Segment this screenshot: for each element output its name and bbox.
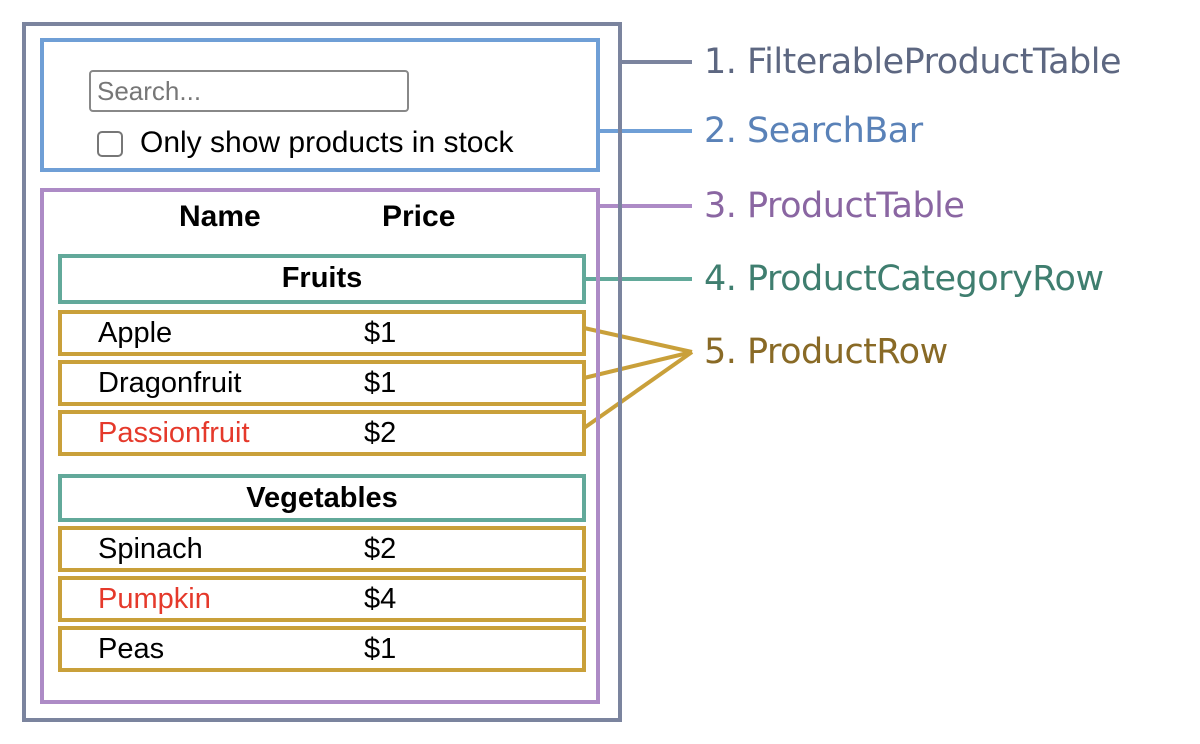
filterable-product-table-box bbox=[22, 22, 622, 722]
connector-product-row-3 bbox=[582, 350, 694, 430]
product-price: $2 bbox=[364, 417, 397, 449]
product-price: $2 bbox=[364, 533, 397, 565]
label-product-table: 3. ProductTable bbox=[704, 186, 965, 226]
product-row: Peas $1 bbox=[58, 626, 586, 672]
column-header-name: Name bbox=[179, 200, 261, 233]
product-name: Spinach bbox=[98, 533, 203, 565]
product-name: Peas bbox=[98, 633, 165, 665]
in-stock-checkbox-label[interactable]: Only show products in stock bbox=[140, 126, 514, 159]
product-row: Pumpkin $4 bbox=[58, 576, 586, 622]
product-name: Pumpkin bbox=[98, 583, 211, 615]
label-product-category-row: 4. ProductCategoryRow bbox=[704, 259, 1104, 299]
product-price: $1 bbox=[364, 367, 397, 399]
search-input[interactable] bbox=[89, 70, 409, 112]
product-row: Passionfruit $2 bbox=[58, 410, 586, 456]
connector-product-row-2 bbox=[583, 350, 693, 380]
column-header-price: Price bbox=[382, 200, 456, 233]
label-product-row: 5. ProductRow bbox=[704, 332, 948, 372]
product-name: Apple bbox=[98, 317, 173, 349]
product-price: $4 bbox=[364, 583, 397, 615]
connector-product-row-1 bbox=[583, 326, 693, 354]
in-stock-checkbox[interactable] bbox=[97, 131, 123, 157]
product-category-row: Vegetables bbox=[58, 474, 586, 522]
product-table-box bbox=[40, 188, 600, 704]
product-name: Passionfruit bbox=[98, 417, 250, 449]
label-search-bar: 2. SearchBar bbox=[704, 111, 923, 151]
product-row: Spinach $2 bbox=[58, 526, 586, 572]
label-filterable-product-table: 1. FilterableProductTable bbox=[704, 42, 1122, 82]
product-row: Apple $1 bbox=[58, 310, 586, 356]
product-price: $1 bbox=[364, 633, 397, 665]
product-row: Dragonfruit $1 bbox=[58, 360, 586, 406]
product-category-row: Fruits bbox=[58, 254, 586, 304]
product-name: Dragonfruit bbox=[98, 367, 242, 399]
product-price: $1 bbox=[364, 317, 397, 349]
search-bar-box bbox=[40, 38, 600, 172]
